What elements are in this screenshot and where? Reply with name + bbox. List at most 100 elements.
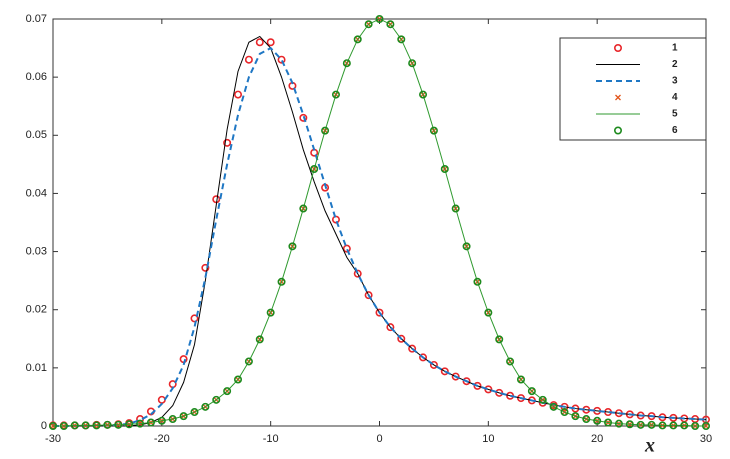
marker <box>103 420 112 429</box>
legend: 1 2 3 4 5 6 <box>559 37 707 141</box>
marker <box>190 408 199 417</box>
marker <box>81 421 90 430</box>
marker <box>212 195 221 204</box>
x-axis-label: x <box>644 435 655 457</box>
x-tick-label: 20 <box>591 433 603 445</box>
series-line <box>53 18 706 427</box>
marker <box>560 408 569 417</box>
y-tick-label: 0.07 <box>26 13 47 25</box>
marker <box>397 334 406 343</box>
marker <box>473 277 482 286</box>
marker <box>146 418 155 427</box>
marker <box>190 314 199 323</box>
marker <box>212 395 221 404</box>
marker <box>353 35 362 44</box>
marker <box>386 323 395 332</box>
marker <box>125 420 134 429</box>
marker <box>59 421 68 430</box>
marker <box>506 357 515 366</box>
marker <box>571 412 580 421</box>
x-tick-label: -10 <box>263 433 279 445</box>
marker <box>244 55 253 64</box>
y-tick-label: 0.01 <box>26 362 47 374</box>
marker <box>353 269 362 278</box>
y-tick-label: 0.06 <box>26 71 47 83</box>
marker <box>375 15 384 24</box>
marker <box>538 395 547 404</box>
marker <box>440 367 449 376</box>
marker <box>234 90 243 99</box>
marker <box>223 138 232 147</box>
marker <box>516 375 525 384</box>
marker <box>419 353 428 362</box>
x-tick-label: -20 <box>154 433 170 445</box>
marker <box>136 419 145 428</box>
marker <box>419 90 428 99</box>
marker <box>669 421 678 430</box>
marker <box>299 113 308 122</box>
marker <box>201 263 210 272</box>
marker <box>201 402 210 411</box>
marker <box>266 308 275 317</box>
marker <box>331 90 340 99</box>
marker <box>342 244 351 253</box>
marker <box>429 126 438 135</box>
x-tick-label: -30 <box>45 433 61 445</box>
marker <box>408 344 417 353</box>
marker <box>484 308 493 317</box>
marker <box>157 395 166 404</box>
y-tick-label: 0.05 <box>26 129 47 141</box>
marker <box>244 357 253 366</box>
marker <box>701 421 710 430</box>
marker <box>625 420 634 429</box>
marker <box>613 43 622 52</box>
marker <box>255 38 264 47</box>
y-tick-label: 0.02 <box>26 304 47 316</box>
marker <box>364 20 373 29</box>
marker <box>451 372 460 381</box>
marker <box>429 360 438 369</box>
marker <box>527 387 536 396</box>
x-tick-label: 10 <box>482 433 494 445</box>
marker <box>615 94 621 101</box>
marker <box>223 387 232 396</box>
marker <box>613 126 622 135</box>
marker <box>266 38 275 47</box>
marker <box>462 242 471 251</box>
legend-label: 6 <box>672 125 678 136</box>
marker <box>495 335 504 344</box>
marker <box>277 55 286 64</box>
marker <box>114 420 123 429</box>
marker <box>680 421 689 430</box>
marker <box>92 421 101 430</box>
marker <box>288 242 297 251</box>
marker <box>658 421 667 430</box>
marker <box>234 375 243 384</box>
legend-label: 2 <box>672 59 678 70</box>
marker <box>277 277 286 286</box>
marker <box>408 59 417 68</box>
x-tick-label: 0 <box>376 433 382 445</box>
x-tick-label: 30 <box>700 433 712 445</box>
marker <box>364 291 373 300</box>
marker <box>473 381 482 390</box>
marker <box>582 415 591 424</box>
marker <box>386 20 395 29</box>
marker <box>70 421 79 430</box>
marker <box>321 126 330 135</box>
legend-label: 1 <box>672 43 678 54</box>
marker <box>310 165 319 174</box>
marker <box>549 402 558 411</box>
marker <box>451 204 460 213</box>
marker <box>440 165 449 174</box>
marker <box>614 419 623 428</box>
legend-label: 5 <box>672 109 678 120</box>
marker <box>375 308 384 317</box>
marker <box>157 416 166 425</box>
y-tick-label: 0.04 <box>26 187 47 199</box>
marker <box>636 420 645 429</box>
y-tick-label: 0 <box>41 420 47 432</box>
marker <box>342 59 351 68</box>
marker <box>299 204 308 213</box>
